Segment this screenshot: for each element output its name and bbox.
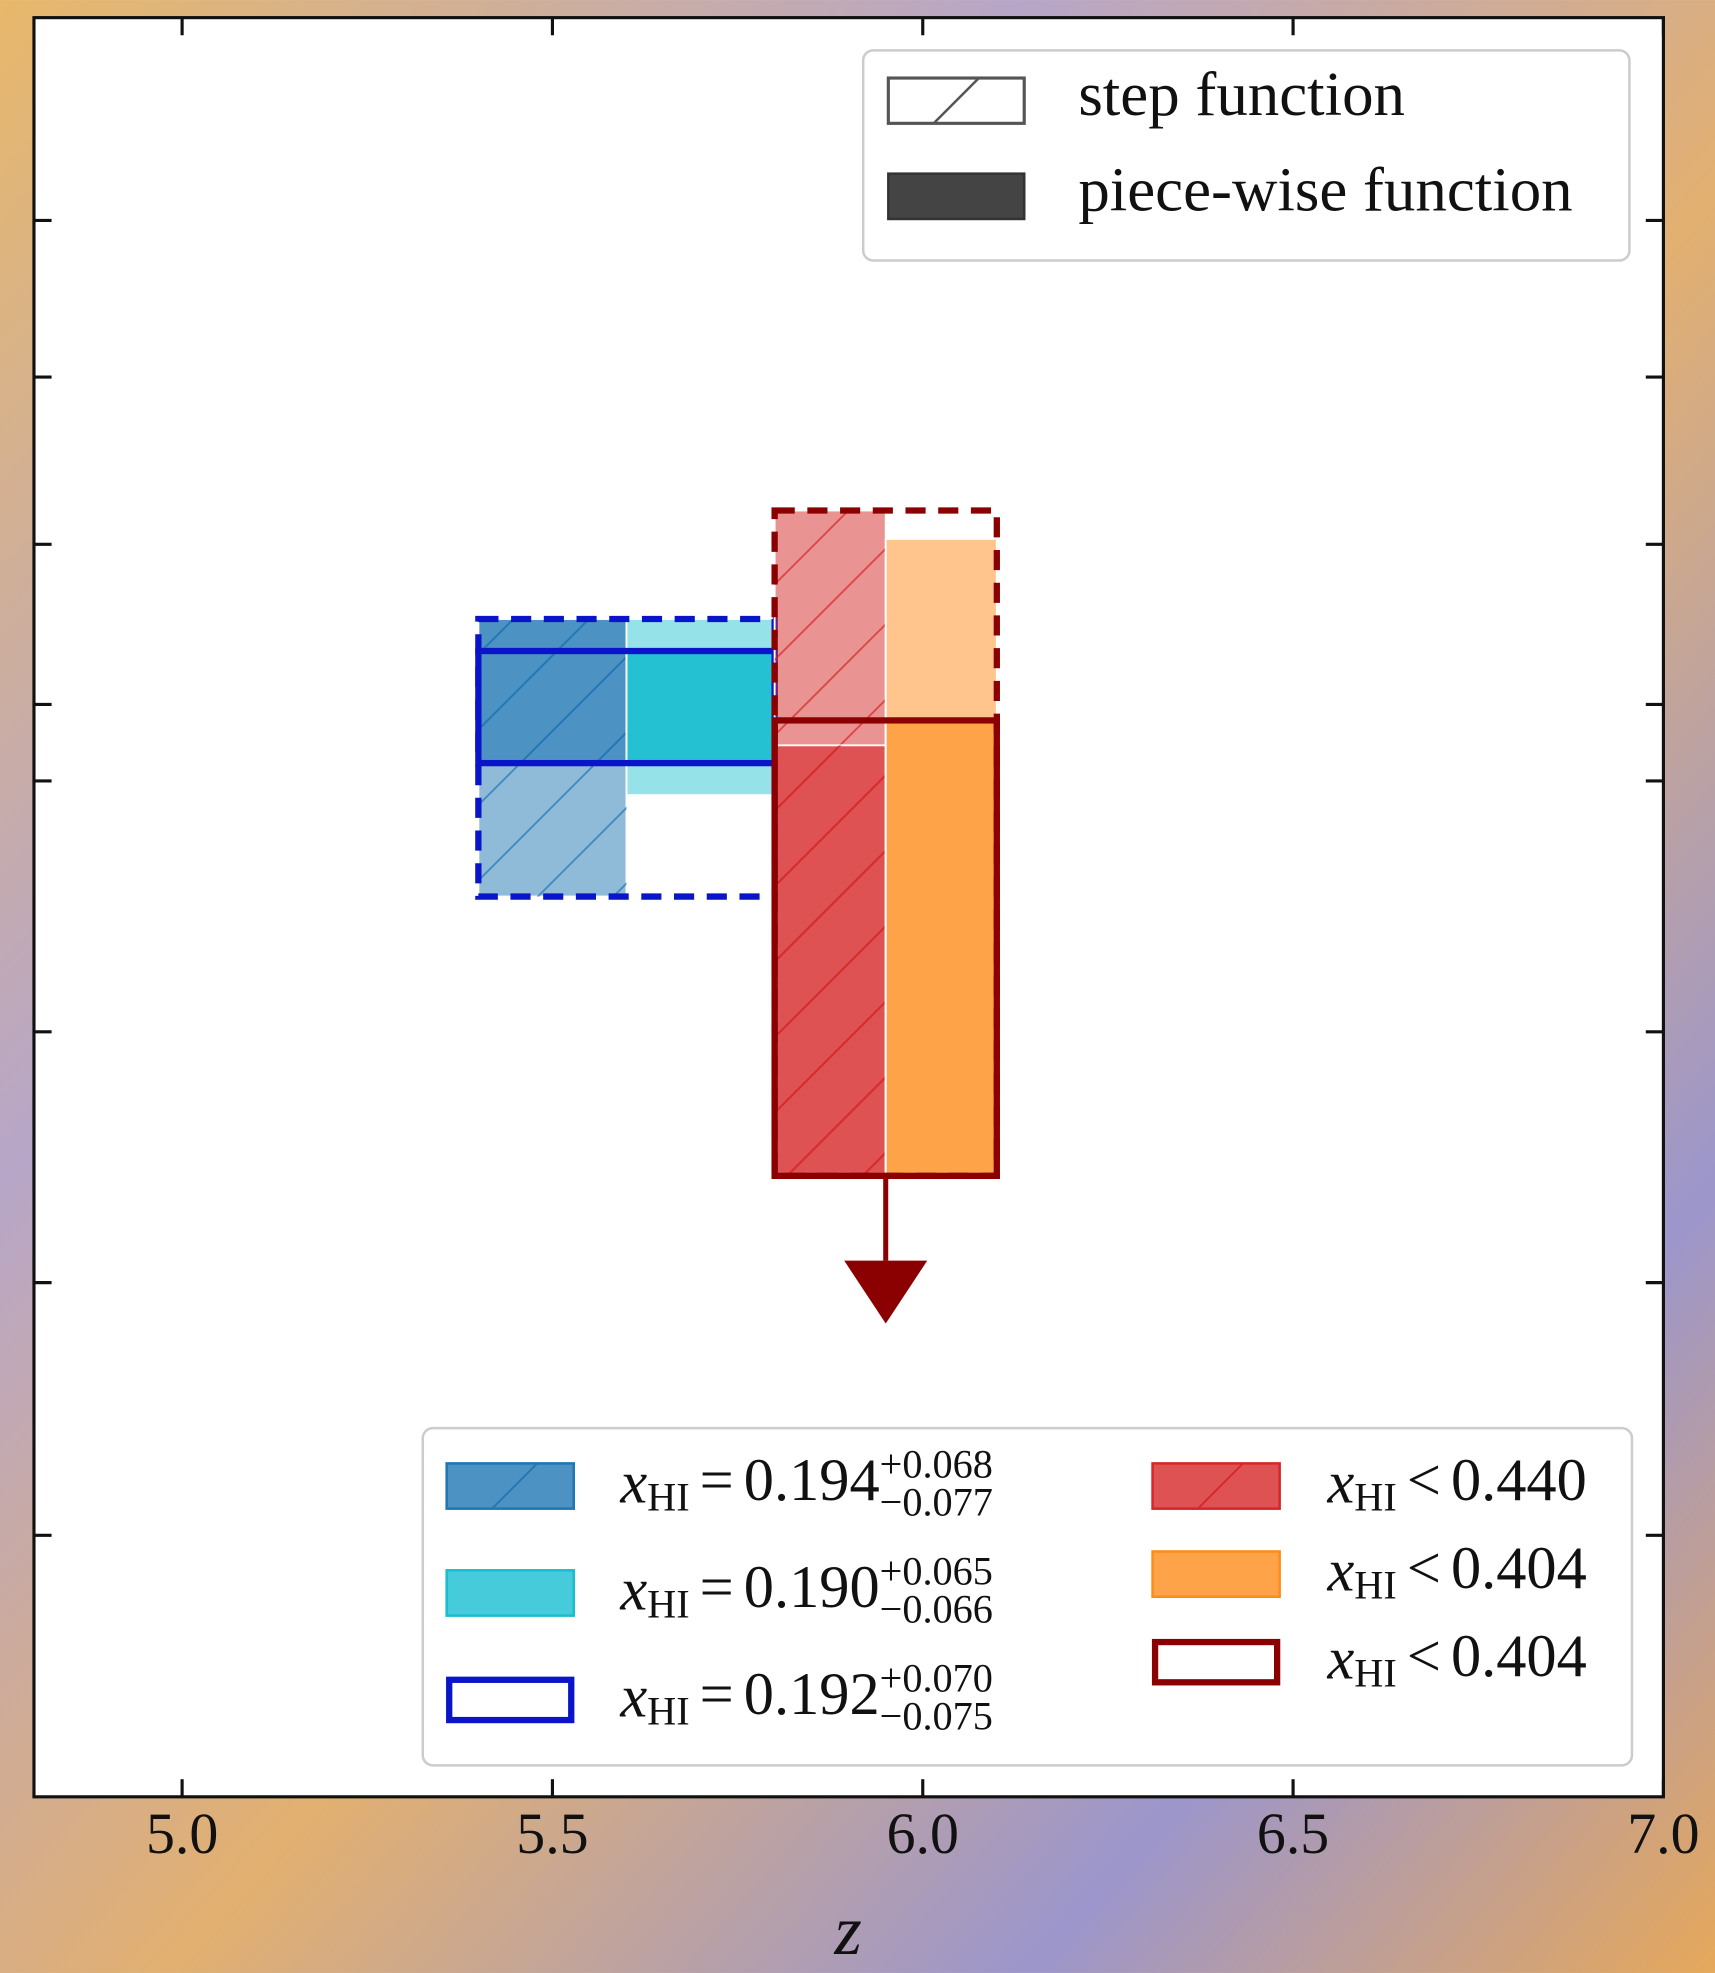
legend-label: step function: [1078, 59, 1405, 129]
legend-label: 0.404: [1451, 1623, 1587, 1690]
legend-label: HI: [647, 1688, 689, 1733]
legend-label: HI: [1354, 1474, 1396, 1519]
legend-label: 0.192: [744, 1661, 880, 1728]
legend-label: <: [1407, 1535, 1441, 1602]
legend-label: x: [619, 1449, 647, 1516]
legend-swatch: [888, 174, 1024, 219]
box: [626, 651, 774, 763]
legend-label: 0.404: [1451, 1535, 1587, 1602]
legend-label: =: [700, 1447, 734, 1514]
legend-label: x: [1326, 1449, 1354, 1516]
legend-label: −0.077: [880, 1479, 993, 1524]
legend-label: 0.440: [1451, 1447, 1587, 1514]
legend-label: x: [1326, 1537, 1354, 1604]
legend-swatch: [1153, 1463, 1280, 1508]
legend-label: <: [1407, 1447, 1441, 1514]
legend-label: =: [700, 1554, 734, 1621]
legend-swatch: [1153, 1551, 1280, 1596]
legend-swatch: [1155, 1642, 1277, 1682]
box-hatch: [775, 745, 886, 1176]
x-tick-label: 7.0: [1627, 1801, 1699, 1866]
legend-swatch: [447, 1570, 574, 1615]
legend-label: x: [619, 1556, 647, 1623]
x-tick-label: 5.0: [146, 1801, 218, 1866]
legend-label: HI: [647, 1581, 689, 1626]
legend-label: −0.075: [880, 1693, 993, 1738]
legend-label: HI: [647, 1474, 689, 1519]
box: [886, 720, 997, 1175]
x-tick-label: 6.0: [887, 1801, 959, 1866]
legend-label: 0.190: [744, 1554, 880, 1621]
legend-label: HI: [1354, 1562, 1396, 1607]
box-hatch: [478, 619, 626, 763]
legend-label: =: [700, 1661, 734, 1728]
legend-swatch: [447, 1463, 574, 1508]
chart: z step functionpiece-wise functionxHI=0.…: [0, 0, 1715, 1973]
legend-label: HI: [1354, 1651, 1396, 1696]
legend-label: x: [1326, 1626, 1354, 1693]
legend-label: x: [619, 1663, 647, 1730]
legend-label: 0.194: [744, 1447, 880, 1514]
legend-swatch: [449, 1680, 571, 1720]
legend-label: −0.066: [880, 1586, 993, 1631]
x-tick-label: 5.5: [516, 1801, 588, 1866]
legend-label: <: [1407, 1623, 1441, 1690]
legend-label: piece-wise function: [1078, 155, 1572, 225]
x-axis-label: z: [833, 1892, 861, 1970]
x-tick-label: 6.5: [1257, 1801, 1329, 1866]
